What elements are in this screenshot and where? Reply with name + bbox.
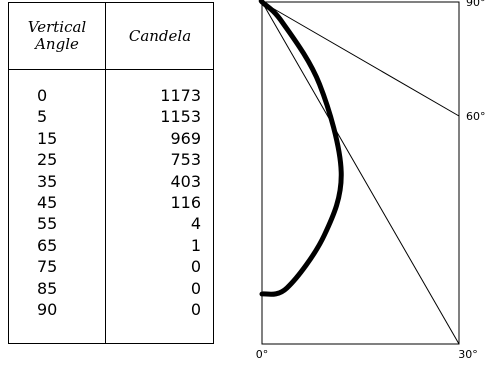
cell-candela: 403: [170, 171, 201, 191]
chart-frame: [261, 1, 460, 345]
header-vertical-angle: Vertical Angle: [9, 3, 105, 69]
table-row: 25 753: [9, 149, 213, 170]
cell-candela: 1173: [160, 86, 201, 105]
table-row: 15 969: [9, 128, 213, 149]
cell-vertical-angle: 35: [37, 171, 58, 191]
table-row: 5 1153: [9, 106, 213, 127]
candela-curve: [258, 0, 344, 297]
table-row: 55 4: [9, 213, 213, 234]
header-candela: Candela: [128, 26, 192, 45]
cell-vertical-angle: 85: [37, 278, 58, 298]
cell-vertical-angle: 0: [37, 86, 48, 105]
tick-label-90: 90°: [466, 0, 486, 9]
tick-label-60: 60°: [466, 110, 486, 123]
column-divider: [105, 3, 106, 343]
cell-candela: 116: [170, 192, 201, 212]
cell-candela: 0: [190, 278, 201, 298]
table-row: 75 0: [9, 256, 213, 277]
cell-candela: 0: [190, 299, 201, 319]
table-row: 0 1173: [9, 85, 213, 106]
tick-label-30: 30°: [458, 348, 478, 361]
cell-candela: 0: [190, 257, 201, 277]
table-row: 45 116: [9, 192, 213, 213]
cell-candela: 969: [170, 128, 201, 148]
cell-candela: 1: [190, 235, 201, 255]
cell-candela: 4: [190, 214, 201, 234]
cell-vertical-angle: 45: [37, 192, 58, 212]
table-body: 0 1173 5 1153 15 969 25 753 35 403 45 116 55 4 65 1 75 0 8…: [9, 85, 213, 320]
cell-candela: 753: [170, 150, 201, 170]
table-row: 65 1: [9, 235, 213, 256]
table-row: 35 403: [9, 171, 213, 192]
angle-line-30: [261, 1, 460, 345]
header-rule: [9, 69, 213, 70]
candela-table: Vertical Angle Candela 0 1173 5 1153 15 969 25…: [8, 2, 214, 344]
cell-vertical-angle: 75: [37, 257, 58, 277]
header-angle-line-2: Angle: [35, 35, 79, 53]
cell-vertical-angle: 15: [37, 128, 58, 148]
cell-vertical-angle: 25: [37, 150, 58, 170]
table-row: 85 0: [9, 278, 213, 299]
cell-vertical-angle: 90: [37, 299, 58, 319]
cell-vertical-angle: 65: [37, 235, 58, 255]
cell-candela: 1153: [160, 107, 201, 127]
cell-vertical-angle: 55: [37, 214, 58, 234]
tick-label-0: 0°: [256, 348, 269, 361]
cell-vertical-angle: 5: [37, 107, 48, 127]
angle-line-60: [261, 1, 460, 117]
table-row: 90 0: [9, 299, 213, 320]
header-angle-line-1: Vertical: [27, 18, 87, 36]
